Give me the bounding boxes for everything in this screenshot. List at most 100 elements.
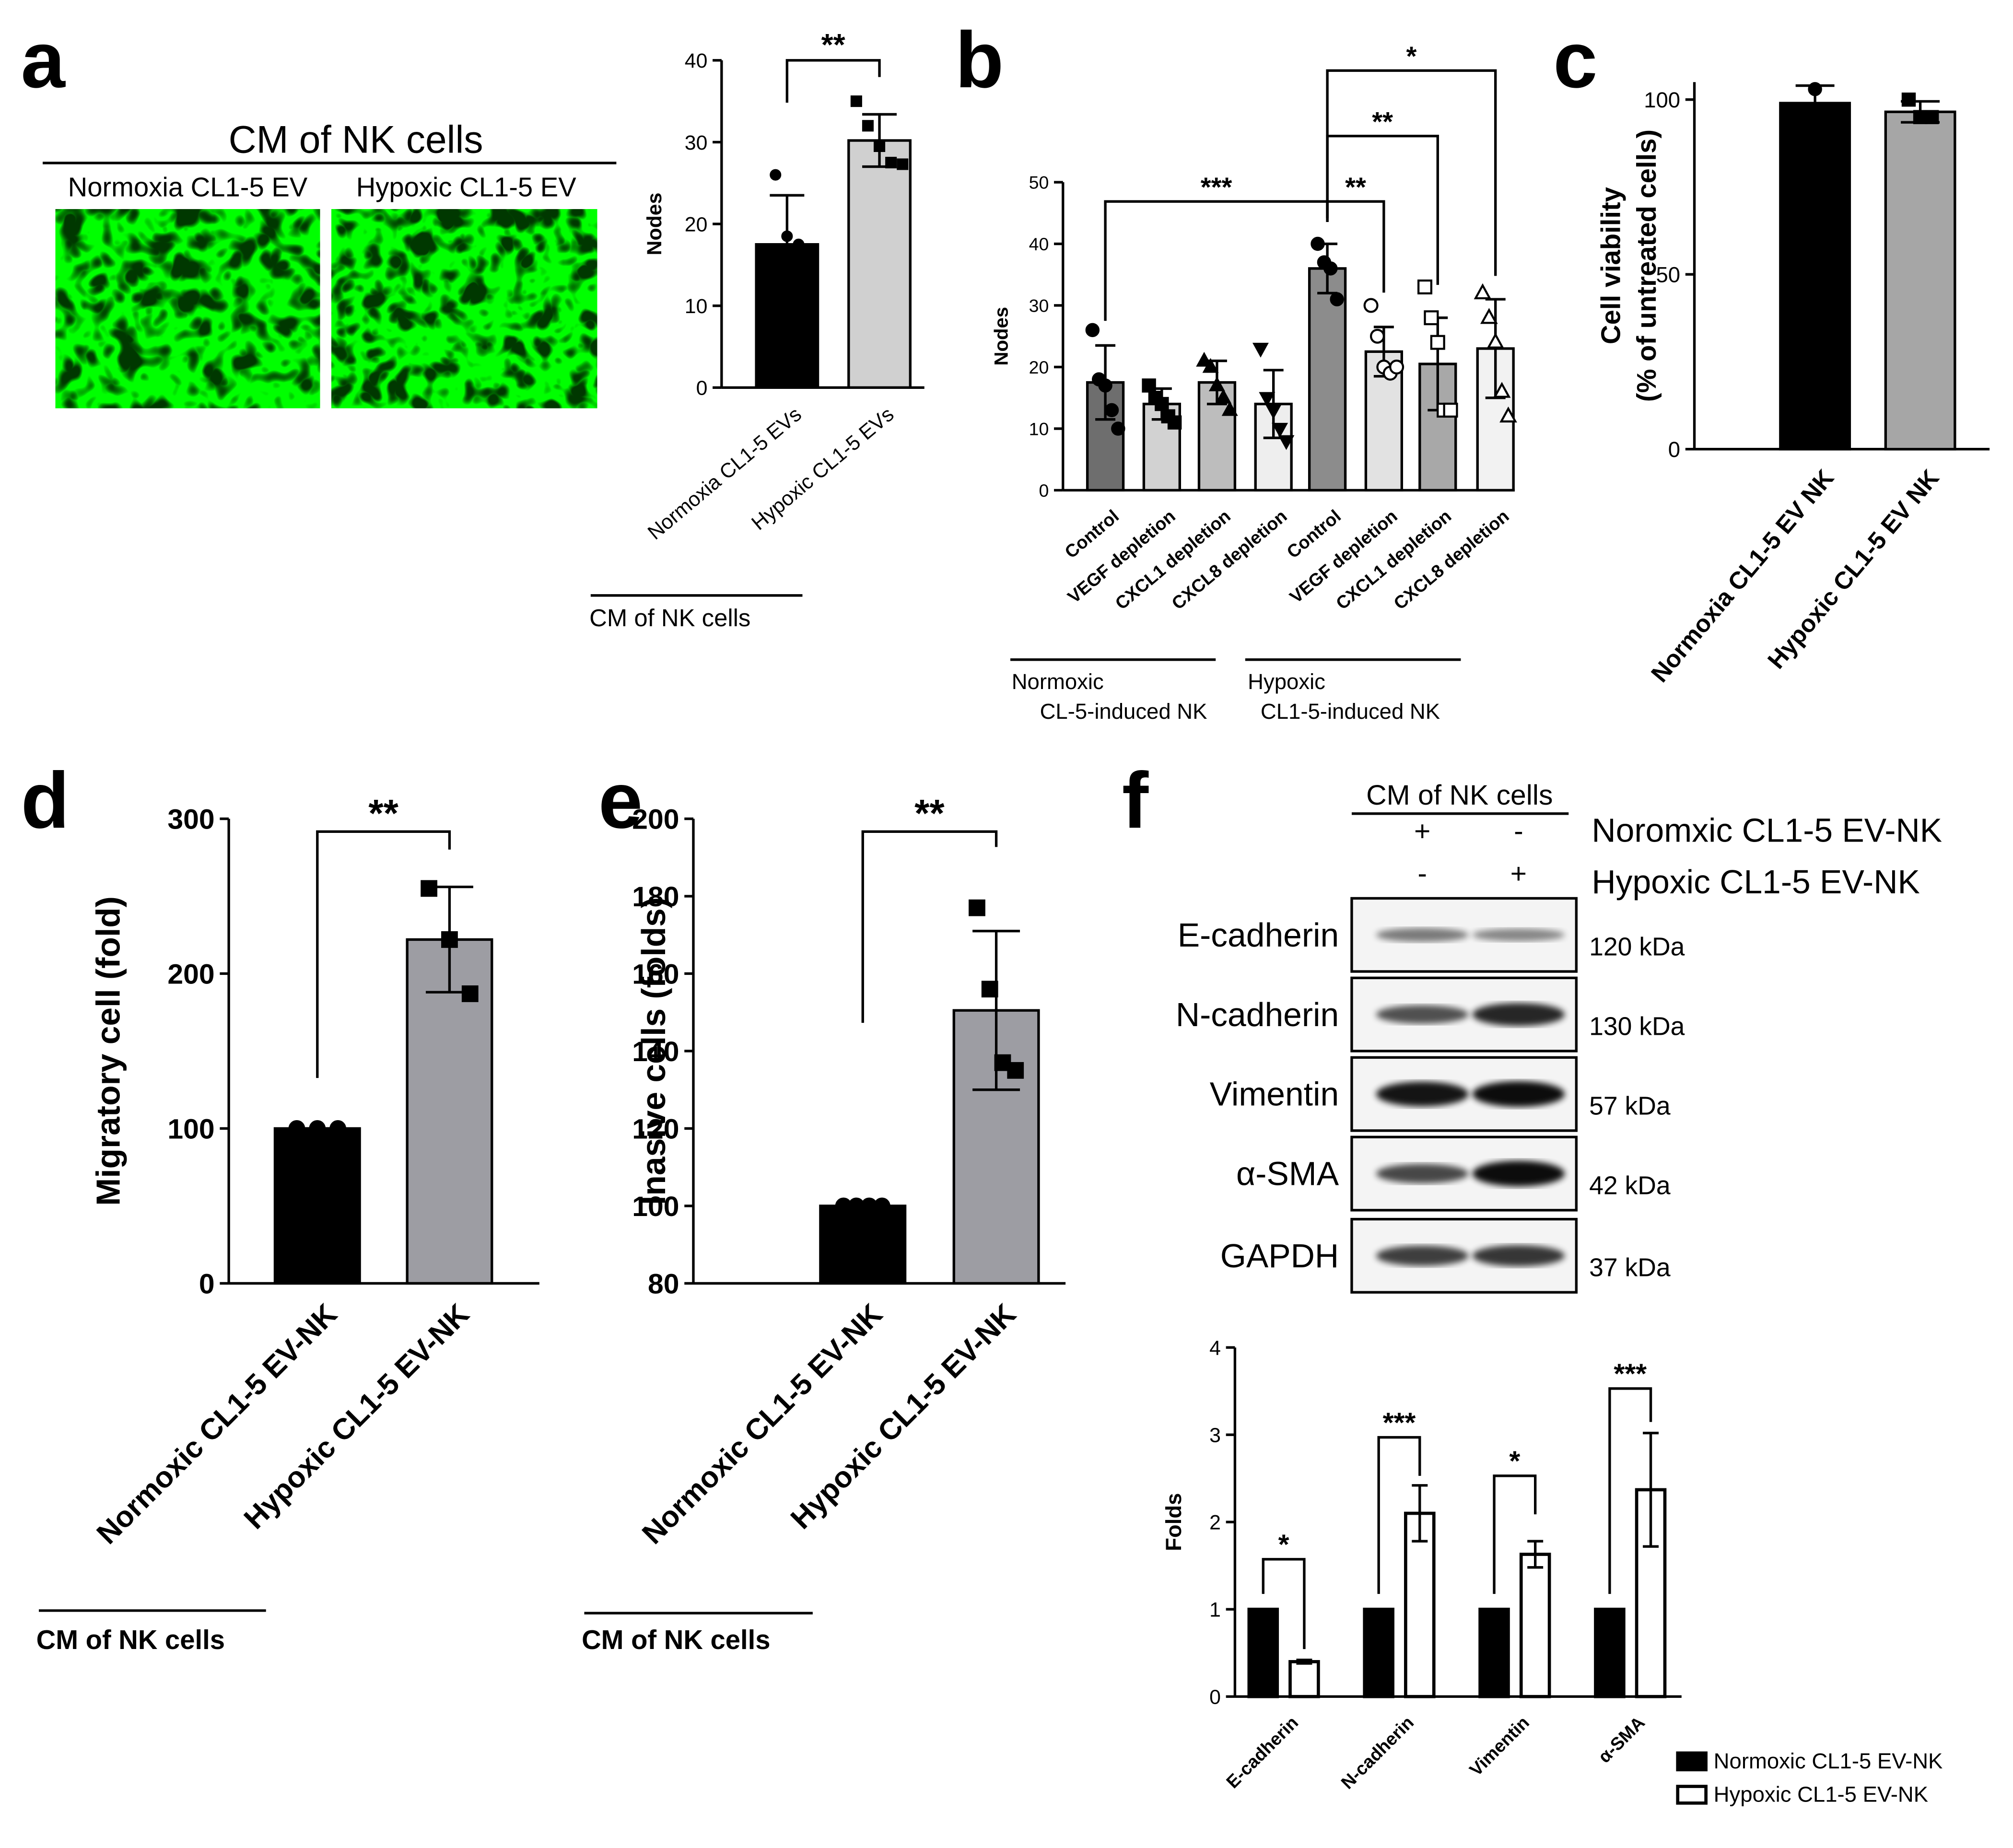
micrograph-label: Hypoxic CL1-5 EV (356, 172, 577, 202)
blot-band (1376, 1245, 1469, 1266)
blot-band (1472, 1160, 1565, 1187)
data-point (1278, 435, 1295, 450)
data-point (885, 157, 897, 169)
bar (1779, 102, 1851, 451)
significance-bracket (1326, 69, 1497, 276)
significance-label: ** (914, 792, 945, 835)
y-axis-label: Cell viability (1595, 187, 1626, 344)
y-tick-label: 0 (1039, 480, 1049, 501)
significance-bracket (1262, 1558, 1306, 1649)
data-point (1901, 93, 1916, 107)
significance-label: *** (1201, 172, 1232, 202)
protein-label: E-cadherin (1178, 916, 1339, 954)
blot-band (1472, 1003, 1565, 1026)
error-bar (1412, 1484, 1428, 1543)
y-tick-label: 80 (648, 1269, 679, 1300)
data-point (1474, 283, 1492, 300)
y-tick-label: 100 (1644, 88, 1680, 112)
condition-sign: + (1510, 858, 1527, 889)
data-point (461, 985, 479, 1002)
data-point (309, 1120, 326, 1137)
group-label: Normoxic (1012, 669, 1104, 694)
y-axis-label: Nodes (643, 193, 666, 256)
data-point (1486, 332, 1505, 349)
y-tick-label: 0 (1668, 437, 1680, 462)
significance-label: * (1406, 41, 1416, 71)
data-point (1443, 402, 1458, 418)
data-point (969, 899, 985, 916)
data-point (770, 169, 782, 181)
y-tick-label: 2 (1209, 1511, 1221, 1534)
data-point (1389, 359, 1404, 374)
data-point (1111, 421, 1125, 436)
data-point (873, 140, 886, 152)
bar (1594, 1607, 1626, 1698)
data-point (793, 238, 805, 250)
condition-name: Hypoxic CL1-5 EV-NK (1592, 863, 1919, 901)
legend-swatch (1676, 1751, 1708, 1772)
blot-band (1472, 928, 1565, 942)
y-tick-label: 300 (167, 804, 214, 835)
group-label: Hypoxic (1248, 669, 1325, 694)
condition-sign: + (1414, 816, 1430, 847)
bar (1308, 267, 1347, 492)
y-tick-label: 0 (1209, 1686, 1221, 1709)
data-point (1913, 110, 1928, 124)
significance-label: *** (1383, 1407, 1416, 1439)
data-point (1155, 397, 1169, 411)
data-point (781, 230, 793, 242)
y-tick-label: 0 (696, 377, 708, 400)
micrograph (331, 209, 597, 409)
significance-bracket (861, 830, 998, 1023)
data-point (1252, 342, 1269, 358)
data-point (1424, 310, 1439, 326)
data-point (1142, 378, 1156, 393)
significance-bracket (1493, 1474, 1537, 1594)
group-label: CM of NK cells (589, 604, 750, 632)
protein-label: Vimentin (1210, 1076, 1339, 1113)
data-point (1208, 376, 1225, 392)
error-bar (1296, 1659, 1312, 1665)
y-tick-label: 200 (167, 959, 214, 990)
y-tick-label: 200 (632, 804, 679, 835)
data-point (1272, 422, 1288, 438)
significance-bracket (1377, 1436, 1421, 1594)
bar (1519, 1553, 1551, 1698)
size-label: 120 kDa (1589, 933, 1685, 961)
y-axis-label: Nodes (991, 307, 1012, 366)
data-point (1311, 236, 1325, 251)
data-point (1259, 392, 1276, 407)
data-point (1202, 358, 1219, 373)
y-tick-label: 20 (1029, 357, 1049, 377)
y-tick-label: 140 (632, 1036, 679, 1067)
panel-label: a (21, 16, 66, 105)
data-point (1924, 110, 1939, 124)
significance-bracket (785, 59, 881, 103)
y-tick-label: 0 (199, 1269, 215, 1300)
blot-band (1376, 1081, 1469, 1107)
significance-label: ** (368, 792, 398, 835)
blot-band (1472, 1245, 1565, 1266)
significance-label: ** (1372, 106, 1393, 137)
data-point (850, 95, 862, 107)
data-point (1265, 404, 1282, 420)
bar (273, 1127, 361, 1285)
data-point (1480, 308, 1498, 324)
condition-sign: - (1514, 816, 1523, 847)
size-label: 130 kDa (1589, 1013, 1685, 1041)
y-tick-label: 120 (632, 1114, 679, 1145)
y-tick-label: 50 (1656, 263, 1681, 287)
data-point (1417, 279, 1433, 294)
legend-label: Hypoxic CL1-5 EV-NK (1714, 1782, 1928, 1807)
blot-band (1472, 1081, 1565, 1107)
y-tick-label: 1 (1209, 1599, 1221, 1622)
bar (1478, 1607, 1510, 1698)
significance-bracket (1608, 1387, 1652, 1594)
data-point (1221, 401, 1238, 416)
data-point (1808, 82, 1822, 96)
bar (1247, 1607, 1279, 1698)
data-point (1363, 298, 1379, 313)
data-point (1098, 378, 1112, 393)
